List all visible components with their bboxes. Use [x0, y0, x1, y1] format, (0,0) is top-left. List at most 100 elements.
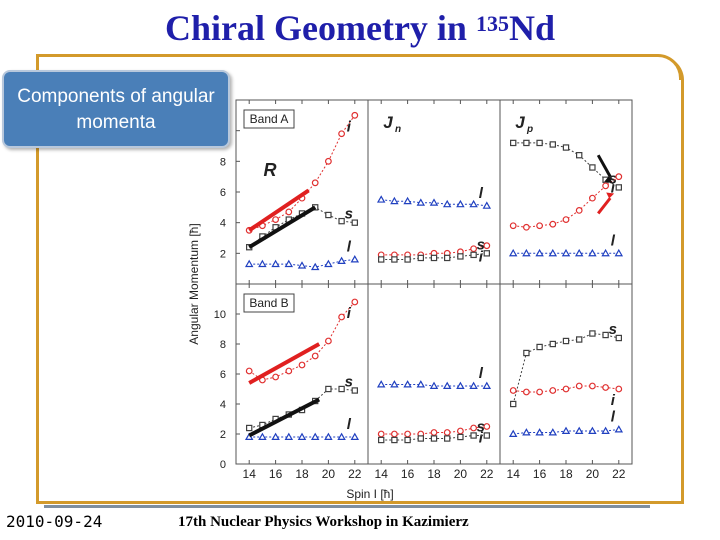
x-tick-label: 22	[612, 467, 626, 481]
band-label-box	[243, 109, 295, 129]
data-point-i	[285, 208, 293, 216]
data-point-l	[271, 432, 280, 440]
data-point-l	[482, 201, 492, 209]
data-point-l	[601, 248, 610, 257]
series-label-s: s	[477, 419, 485, 436]
x-tick-label: 16	[269, 467, 283, 481]
data-point-i	[602, 384, 609, 391]
series-label-s: s	[609, 321, 617, 338]
data-point-i	[377, 430, 385, 438]
y-tick-label: 10	[214, 309, 226, 321]
y-axis-label: Angular Momentum [ħ]	[187, 223, 201, 344]
data-point-s	[378, 256, 385, 263]
slide-date: 2010-09-24	[6, 512, 103, 531]
data-point-l	[522, 248, 531, 257]
data-point-s	[417, 254, 425, 262]
data-point-i	[615, 385, 623, 393]
annotation-R: R	[264, 160, 277, 180]
series-label-i: i	[611, 392, 616, 409]
data-point-l	[416, 380, 426, 388]
data-point-i	[245, 367, 253, 375]
y-tick-label: 6	[220, 187, 226, 199]
data-point-l	[258, 432, 267, 440]
data-point-l	[429, 198, 439, 206]
data-point-s	[483, 432, 491, 439]
x-tick-label: 16	[401, 467, 415, 481]
data-point-i	[549, 220, 557, 228]
data-point-i	[575, 206, 583, 214]
data-point-i	[509, 387, 517, 394]
data-point-s	[417, 435, 425, 442]
data-point-l	[469, 381, 478, 389]
data-point-l	[416, 198, 426, 206]
footer-divider	[44, 505, 650, 508]
guide-line-black	[248, 205, 317, 249]
data-point-s	[602, 331, 609, 339]
data-point-i	[562, 385, 570, 393]
data-point-i	[443, 429, 451, 436]
data-point-i	[615, 173, 623, 181]
series-label-l: l	[479, 365, 484, 382]
data-point-i	[285, 367, 293, 375]
slide-title: Chiral Geometry in 135Nd	[0, 6, 720, 50]
data-point-l	[376, 380, 386, 388]
data-point-s	[549, 340, 557, 348]
series-label-l: l	[347, 238, 352, 255]
data-point-i	[589, 194, 596, 202]
data-point-l	[469, 199, 478, 208]
data-point-i	[509, 222, 517, 230]
x-tick-label: 20	[586, 467, 600, 481]
data-point-s	[391, 436, 398, 444]
data-point-i	[575, 382, 583, 390]
data-point-i	[272, 216, 280, 224]
band-label: Band B	[249, 296, 288, 310]
data-point-s	[615, 184, 623, 191]
data-point-s	[444, 435, 451, 442]
slide-footer: 17th Nuclear Physics Workshop in Kazimie…	[178, 514, 469, 530]
series-label-l: l	[611, 232, 616, 249]
data-point-s	[510, 139, 517, 147]
data-point-l	[258, 259, 267, 268]
data-point-l	[403, 380, 412, 388]
series-line-s	[512, 332, 619, 405]
data-point-l	[429, 381, 439, 389]
data-point-l	[244, 259, 254, 268]
data-point-s	[351, 387, 359, 394]
panel-label-subscript: p	[526, 124, 533, 135]
x-tick-label: 20	[454, 467, 468, 481]
x-tick-label: 18	[559, 467, 573, 481]
y-tick-label: 6	[220, 369, 226, 381]
data-point-s	[430, 435, 438, 442]
data-point-s	[325, 385, 332, 393]
data-point-i	[562, 216, 570, 224]
data-point-l	[561, 248, 571, 257]
panel-label-subscript: n	[395, 124, 401, 135]
data-point-l	[601, 426, 610, 434]
data-point-s	[615, 334, 623, 342]
data-point-l	[442, 381, 452, 389]
data-point-i	[430, 429, 438, 436]
chart-background	[232, 96, 640, 468]
data-point-s	[483, 250, 491, 257]
data-point-s	[575, 152, 583, 159]
data-point-i	[523, 388, 530, 396]
data-point-l	[548, 248, 558, 257]
data-point-i	[351, 111, 359, 119]
data-point-s	[523, 139, 530, 147]
data-point-l	[337, 256, 346, 264]
series-label-s: s	[609, 170, 617, 187]
x-tick-label: 14	[507, 467, 521, 481]
data-point-l	[350, 255, 360, 263]
data-point-l	[535, 248, 544, 257]
y-tick-label: 4	[220, 218, 226, 230]
data-point-i	[483, 242, 491, 250]
data-point-l	[522, 428, 531, 436]
x-tick-label: 22	[480, 467, 494, 481]
data-point-i	[470, 245, 478, 253]
data-point-i	[298, 361, 306, 369]
data-point-l	[508, 248, 518, 257]
data-point-i	[325, 337, 332, 345]
data-point-i	[391, 430, 398, 438]
data-point-l	[482, 381, 492, 389]
title-main: Chiral Geometry in	[165, 8, 476, 48]
